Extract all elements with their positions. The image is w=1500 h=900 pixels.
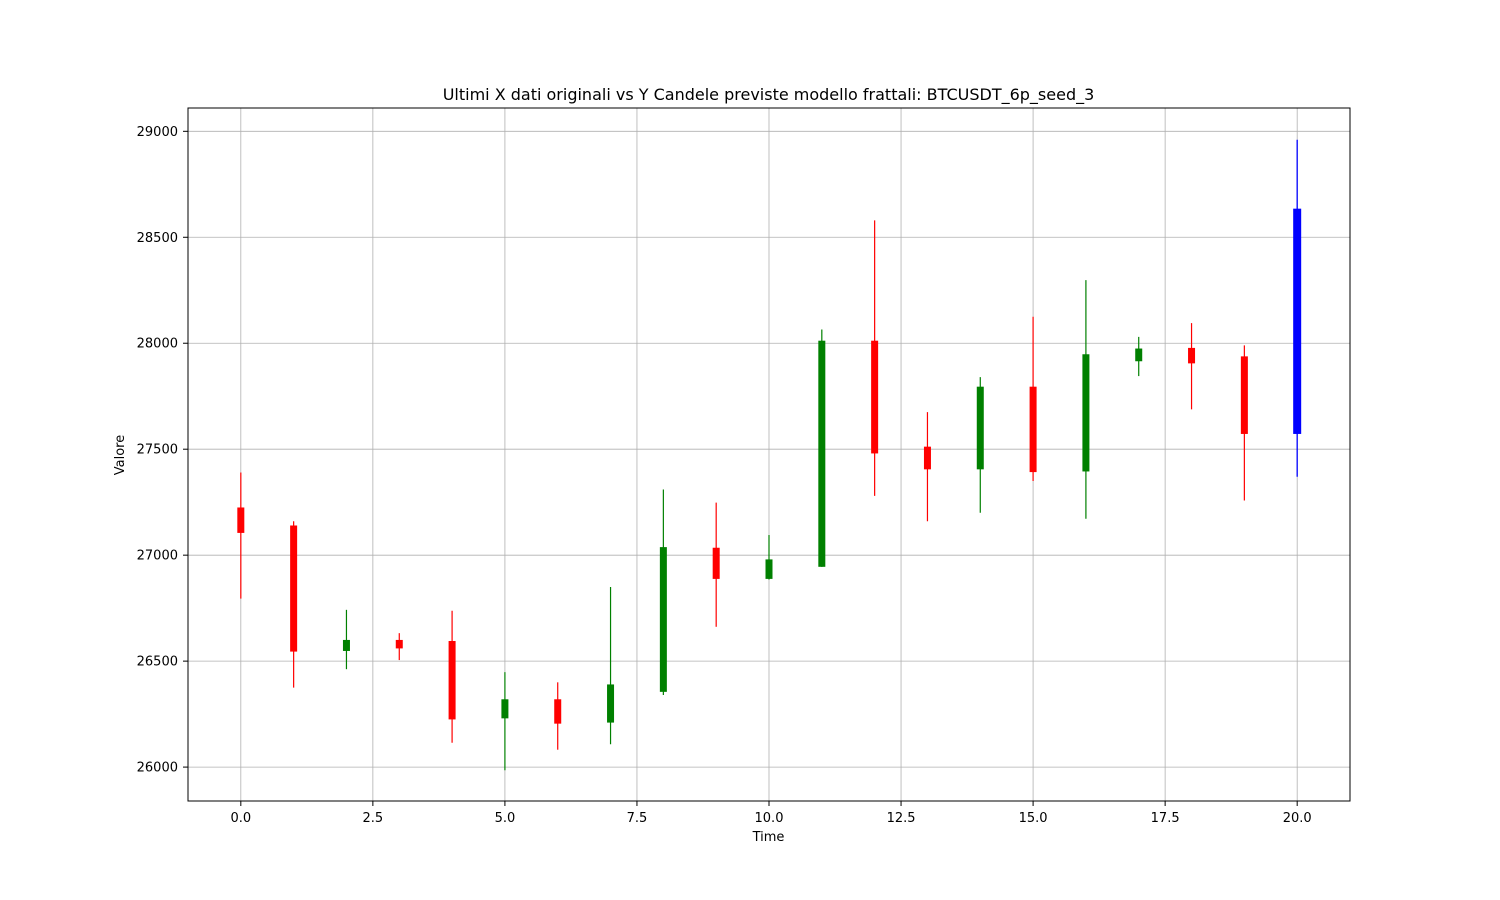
candle-body [1188,347,1196,364]
candle-body [554,699,562,724]
candle-0 [237,472,245,599]
candle-16 [1082,280,1090,519]
x-tick-label: 5.0 [495,811,516,826]
candle-body [871,340,879,454]
candle-8 [659,489,667,696]
candle-body [1293,208,1302,434]
candle-11 [818,329,826,567]
candle-body [765,559,773,579]
candle-body [1240,356,1248,434]
x-axis-label: Time [752,830,785,845]
candle-13 [923,412,931,522]
x-tick-label: 20.0 [1283,811,1312,826]
candle-19 [1240,345,1248,501]
candle-body [818,340,826,567]
y-tick-label: 27000 [137,549,178,564]
candle-body [976,386,984,470]
candle-4 [448,610,456,743]
candle-3 [395,633,403,661]
x-tick-label: 7.5 [627,811,648,826]
candle-10 [765,535,773,580]
x-tick-label: 10.0 [755,811,784,826]
candle-6 [554,682,562,750]
candle-body [923,446,931,470]
grid-lines [188,108,1350,801]
y-axis: 26000 26500 27000 27500 28000 28500 29000 [137,125,188,776]
candle-15 [1029,316,1037,481]
candle-body [659,547,667,692]
x-tick-label: 15.0 [1019,811,1048,826]
x-tick-label: 0.0 [230,811,251,826]
candle-12 [871,220,879,496]
y-tick-label: 28500 [137,231,178,246]
y-tick-label: 27500 [137,443,178,458]
candles-group [237,139,1302,771]
candle-7 [607,586,615,745]
y-axis-label: Valore [113,435,128,475]
candle-body [1029,386,1037,473]
candle-1 [290,521,298,688]
candle-5 [501,672,509,771]
x-tick-label: 2.5 [363,811,384,826]
y-tick-label: 26000 [137,761,178,776]
candle-9 [712,502,720,627]
candle-18 [1188,323,1196,410]
x-axis: 0.0 2.5 5.0 7.5 10.0 12.5 15.0 17.5 20.0 [230,801,1312,826]
candle-20 [1293,139,1302,477]
candle-body [395,639,403,649]
candle-body [237,507,245,533]
candle-2 [342,609,350,670]
candle-body [1082,354,1090,472]
x-tick-label: 12.5 [887,811,916,826]
chart-title: Ultimi X dati originali vs Y Candele pre… [443,85,1095,105]
candle-body [290,525,298,652]
candle-body [712,547,720,579]
candle-body [448,640,456,720]
y-tick-label: 26500 [137,655,178,670]
candle-body [501,699,509,719]
candle-17 [1135,336,1143,377]
y-tick-label: 29000 [137,125,178,140]
candle-body [607,684,615,723]
x-tick-label: 17.5 [1151,811,1180,826]
candle-14 [976,377,984,513]
y-tick-label: 28000 [137,337,178,352]
candle-body [1135,348,1143,362]
candle-body [342,639,350,651]
